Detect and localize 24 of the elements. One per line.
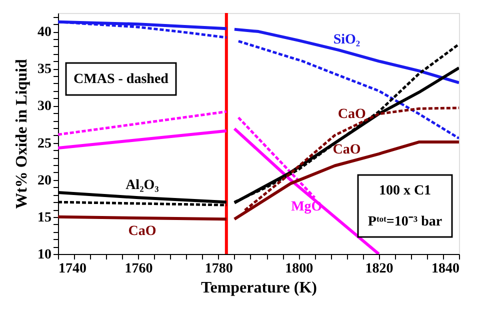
y-tick-label: 35 — [38, 62, 52, 78]
line-series — [232, 28, 459, 84]
x-tick-label: 1800 — [285, 262, 314, 276]
y-tick-label: 40 — [38, 25, 52, 40]
x-axis-title: Temperature (K) — [201, 280, 317, 296]
y-tick-label: 15 — [38, 210, 52, 226]
y-tick-label: 25 — [38, 136, 52, 152]
x-tick-label: 1820 — [365, 262, 394, 276]
series-label: CaO — [128, 224, 156, 240]
series-label: CaO — [332, 142, 361, 158]
annotation: CMAS - dashed — [74, 72, 169, 87]
x-tick-label: 1840 — [432, 262, 460, 276]
y-tick-label: 10 — [38, 248, 52, 262]
series-label: SiO₂ — [333, 32, 360, 48]
y-tick-label: 30 — [38, 99, 52, 114]
series-label: CaO — [338, 106, 366, 122]
series-label: Al₂O₃ — [126, 178, 159, 193]
y-axis-title: Wt% Oxide in Liquid — [14, 58, 30, 209]
annotation: Pᵗᵒᵗ=10⁻³ bar — [368, 214, 442, 230]
x-tick-label: 1740 — [58, 262, 86, 276]
annotation: 100 x C1 — [378, 184, 432, 198]
x-tick-label: 1760 — [124, 262, 153, 276]
x-tick-label: 1780 — [204, 262, 233, 276]
y-tick-label: 20 — [38, 173, 52, 188]
